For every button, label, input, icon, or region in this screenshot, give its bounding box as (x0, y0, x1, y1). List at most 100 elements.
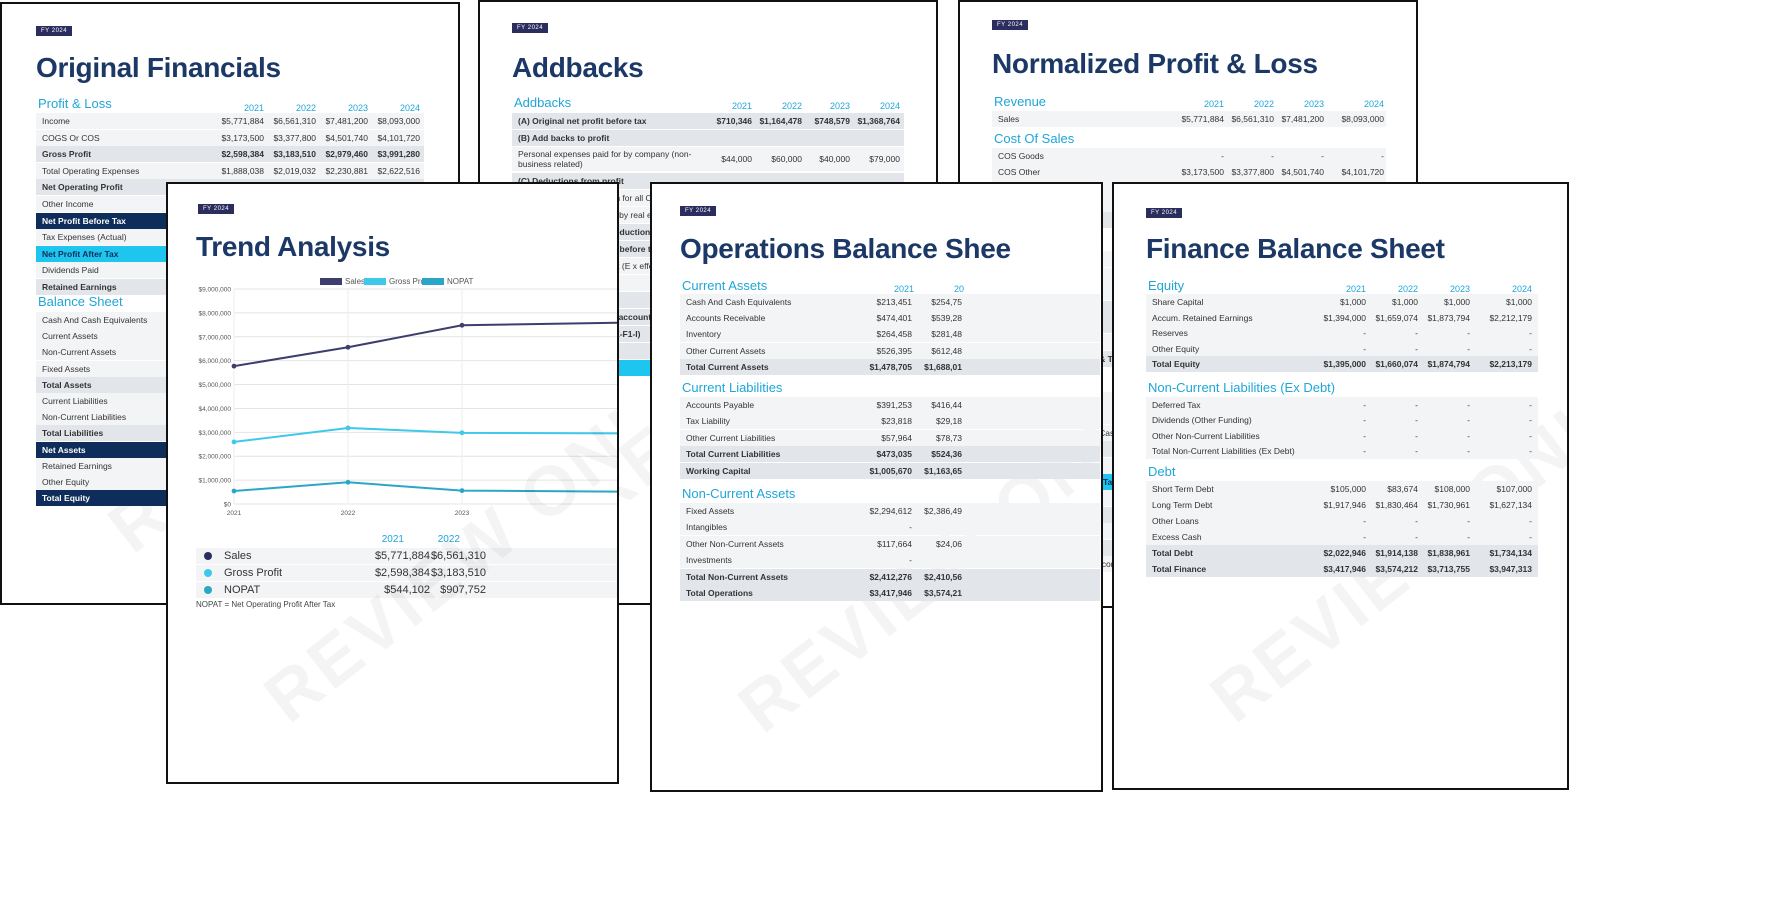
series-dot (204, 586, 212, 594)
row-value: $1,163,65 (924, 465, 962, 476)
y-tick-label: $2,000,000 (198, 454, 231, 461)
row-value: - (1363, 415, 1366, 426)
row-label: Gross Profit (42, 149, 92, 160)
row-value: $524,36 (931, 449, 962, 460)
section-heading-current-assets: Current Assets (682, 278, 768, 293)
table-row: Excess Cash - - - - (1146, 529, 1538, 545)
table-row: Total Current Liabilities $473,035 $524,36 (680, 446, 1100, 463)
row-value: $79,000 (869, 154, 900, 164)
row-value: $1,394,000 (1323, 312, 1366, 323)
row-value: $2,598,384 (374, 567, 430, 579)
x-tick-label: 2021 (227, 510, 242, 517)
page-title: Finance Balance Sheet (1146, 233, 1445, 264)
y-tick-label: $6,000,000 (198, 358, 231, 365)
y-tick-label: $4,000,000 (198, 406, 231, 413)
row-label: Total Equity (1152, 359, 1201, 370)
row-value: $1,660,074 (1375, 359, 1418, 370)
row-value: - (1381, 151, 1384, 161)
table-row: Personal expenses paid for by company (n… (512, 147, 904, 171)
row-label: Other Equity (1152, 343, 1200, 354)
row-value: $544,102 (384, 584, 430, 596)
row-value: $1,830,464 (1375, 500, 1418, 510)
section-heading-debt: Debt (1148, 464, 1176, 479)
row-label: Non-Current Liabilities (42, 412, 127, 423)
table-row: Total Equity $1,395,000 $1,660,074 $1,874,7… (1146, 356, 1538, 373)
y-tick-label: $9,000,000 (198, 287, 231, 294)
row-label: Dividends Paid (42, 265, 99, 276)
row-value: $5,771,884 (221, 116, 264, 126)
row-value: $2,412,276 (869, 571, 912, 582)
row-value: $2,410,56 (924, 571, 962, 582)
row-value: $473,035 (876, 449, 912, 460)
row-label: Share Capital (1152, 297, 1204, 307)
legend-label: Gross Profit (389, 277, 432, 286)
table-row: COS Goods - - - - (992, 148, 1386, 164)
fy-badge: FY 2024 (992, 20, 1029, 30)
year-label: 2021 (381, 534, 404, 545)
row-value: - (1415, 446, 1418, 457)
row-value: $254,75 (931, 297, 962, 307)
row-value: - (1529, 430, 1532, 441)
row-value: $7,481,200 (325, 116, 368, 126)
row-label: Net Operating Profit (42, 182, 123, 193)
row-value: $4,501,740 (1281, 167, 1324, 177)
data-point (345, 344, 351, 350)
row-value: $2,598,384 (221, 149, 264, 160)
series-line-gross-profit (233, 426, 617, 443)
section-heading-current-liabilities: Current Liabilities (682, 380, 783, 395)
row-value: $612,48 (931, 345, 962, 356)
row-label: Working Capital (686, 465, 751, 476)
row-value: $29,18 (936, 416, 962, 427)
page-title: Operations Balance Shee (680, 233, 1011, 264)
row-value: $3,183,510 (430, 567, 486, 579)
section-heading-profit-loss: Profit & Loss (38, 96, 112, 111)
table-row: COGS Or COS $3,173,500 $3,377,800 $4,501,74… (36, 129, 424, 146)
year-label: 2023 (1449, 284, 1470, 294)
row-label: Other Income (42, 199, 94, 209)
row-label: (A) Original net profit before tax (518, 116, 647, 126)
row-value: $6,561,310 (430, 550, 486, 562)
row-label: Non-Current Assets (42, 347, 117, 358)
table-row: Other Equity - - - - (1146, 340, 1538, 357)
table-row: Short Term Debt $105,000 $83,674 $108,000 $1… (1146, 481, 1538, 497)
row-value: $710,346 (716, 116, 752, 126)
row-value: $1,005,670 (869, 465, 912, 476)
row-value: $1,478,705 (869, 361, 912, 372)
row-value: $2,386,49 (924, 506, 962, 516)
legend-label: Sales (345, 277, 366, 286)
row-value: $57,964 (881, 432, 912, 443)
row-value: $3,417,946 (869, 588, 912, 598)
table-row: Share Capital $1,000 $1,000 $1,000 $1,000 (1146, 294, 1538, 310)
row-value: $213,451 (876, 297, 912, 307)
row-value: $1,627,134 (1489, 500, 1532, 510)
data-point (459, 322, 465, 328)
row-label: Other Current Liabilities (686, 432, 776, 443)
row-value: $1,000 (1392, 297, 1418, 307)
row-value: $526,395 (876, 345, 912, 356)
row-value: $3,377,800 (273, 132, 316, 143)
row-value: $1,873,794 (1427, 312, 1470, 323)
y-tick-label: $5,000,000 (198, 382, 231, 389)
row-value: - (1415, 430, 1418, 441)
row-label: Retained Earnings (42, 460, 112, 471)
table-row: Total Non-Current Liabilities (Ex Debt) -… (1146, 443, 1538, 460)
row-value: $1,730,961 (1427, 500, 1470, 510)
row-label: Net Profit Before Tax (42, 215, 126, 226)
year-label: 2021 (1345, 284, 1366, 294)
row-value: - (1415, 343, 1418, 354)
page-title: Addbacks (512, 52, 644, 83)
row-label: Total Current Liabilities (686, 449, 781, 460)
row-value: $2,230,881 (325, 165, 368, 176)
row-value: $2,622,516 (377, 165, 420, 176)
row-value: $5,771,884 (374, 550, 430, 562)
year-label: 2024 (399, 103, 420, 113)
year-label: 2022 (437, 534, 460, 545)
row-value: $2,019,032 (273, 165, 316, 176)
data-point (231, 363, 237, 369)
data-point (231, 488, 237, 494)
row-value: $117,664 (877, 538, 912, 549)
data-point (231, 439, 237, 445)
row-value: $3,377,800 (1231, 167, 1274, 177)
table-row: Other Non-Current Assets $117,664 $24,06 (680, 535, 1100, 552)
row-value: $108,000 (1434, 484, 1470, 494)
